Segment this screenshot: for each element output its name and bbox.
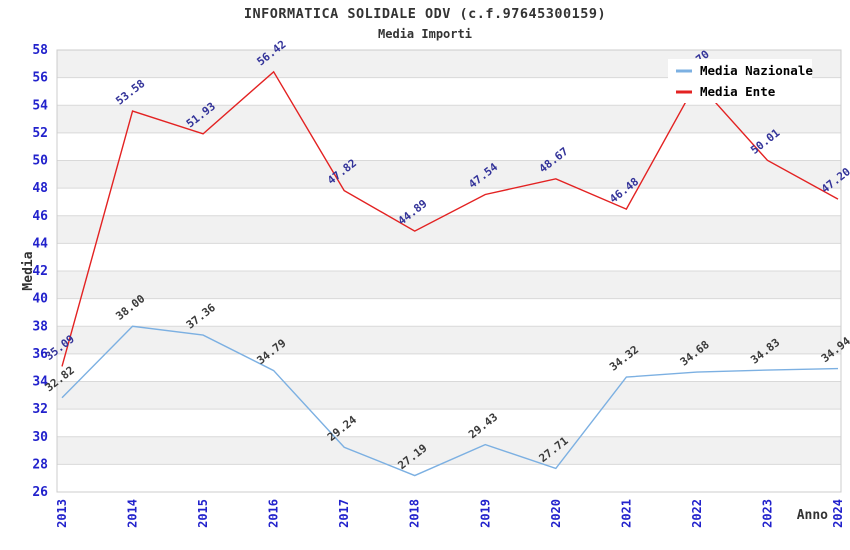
y-axis-tick-label: 34	[32, 375, 48, 390]
chart-title: INFORMATICA SOLIDALE ODV (c.f.9764530015…	[243, 6, 607, 22]
plot-band	[57, 353, 841, 382]
x-axis-tick-label: 2023	[760, 499, 774, 528]
plot-border	[56, 49, 842, 493]
plot-band	[57, 298, 841, 327]
x-axis-tick-label: 2024	[831, 499, 845, 528]
y-axis-tick-label: 44	[32, 236, 48, 251]
plot-band	[57, 464, 841, 492]
y-axis-tick-label: 30	[32, 430, 48, 445]
plot-band	[57, 160, 841, 189]
y-axis-tick-label: 50	[32, 154, 48, 169]
plot-band	[57, 271, 841, 299]
plot-band	[57, 409, 841, 437]
legend-label-media-nazionale: Media Nazionale	[700, 63, 813, 78]
y-axis-tick-label: 52	[32, 126, 48, 141]
y-axis-tick-label: 28	[32, 457, 48, 472]
y-axis-tick-label: 54	[32, 98, 48, 113]
y-axis-tick-label: 26	[32, 485, 48, 500]
y-axis-tick-label: 32	[32, 402, 48, 417]
y-axis-tick-label: 36	[32, 347, 48, 362]
legend-box	[668, 59, 812, 103]
x-axis-tick-label: 2016	[267, 499, 281, 528]
y-axis-tick-label: 56	[32, 71, 48, 86]
y-axis-tick-label: 58	[32, 43, 48, 58]
plot-band	[57, 243, 841, 271]
x-axis-tick-label: 2017	[337, 499, 351, 528]
y-axis-tick-label: 48	[32, 181, 48, 196]
x-axis-tick-label: 2021	[619, 499, 633, 528]
y-axis-tick-label: 42	[32, 264, 48, 279]
plot-band	[57, 132, 841, 161]
legend-label-media-ente: Media Ente	[700, 84, 776, 99]
plot-band	[57, 188, 841, 216]
x-axis-tick-label: 2015	[196, 499, 210, 528]
plot-band	[57, 326, 841, 354]
chart-subtitle: Media Importi	[378, 27, 472, 41]
plot-band	[57, 215, 841, 244]
series-line-media-nazionale	[61, 325, 839, 477]
x-axis-tick-label: 2019	[478, 499, 492, 528]
x-axis-tick-label: 2018	[408, 499, 422, 528]
plot-band	[57, 105, 841, 133]
x-axis-tick-label: 2013	[55, 499, 69, 528]
plot-band	[57, 381, 841, 410]
x-axis-tick-label: 2020	[549, 499, 563, 528]
x-axis-title: Anno	[797, 508, 828, 523]
y-axis-tick-label: 40	[32, 292, 48, 307]
y-axis-tick-label: 46	[32, 209, 48, 224]
x-axis-tick-label: 2014	[126, 499, 140, 528]
x-axis-tick-label: 2022	[690, 499, 704, 528]
y-axis-tick-label: 38	[32, 319, 48, 334]
y-axis-title: Media	[21, 251, 36, 290]
